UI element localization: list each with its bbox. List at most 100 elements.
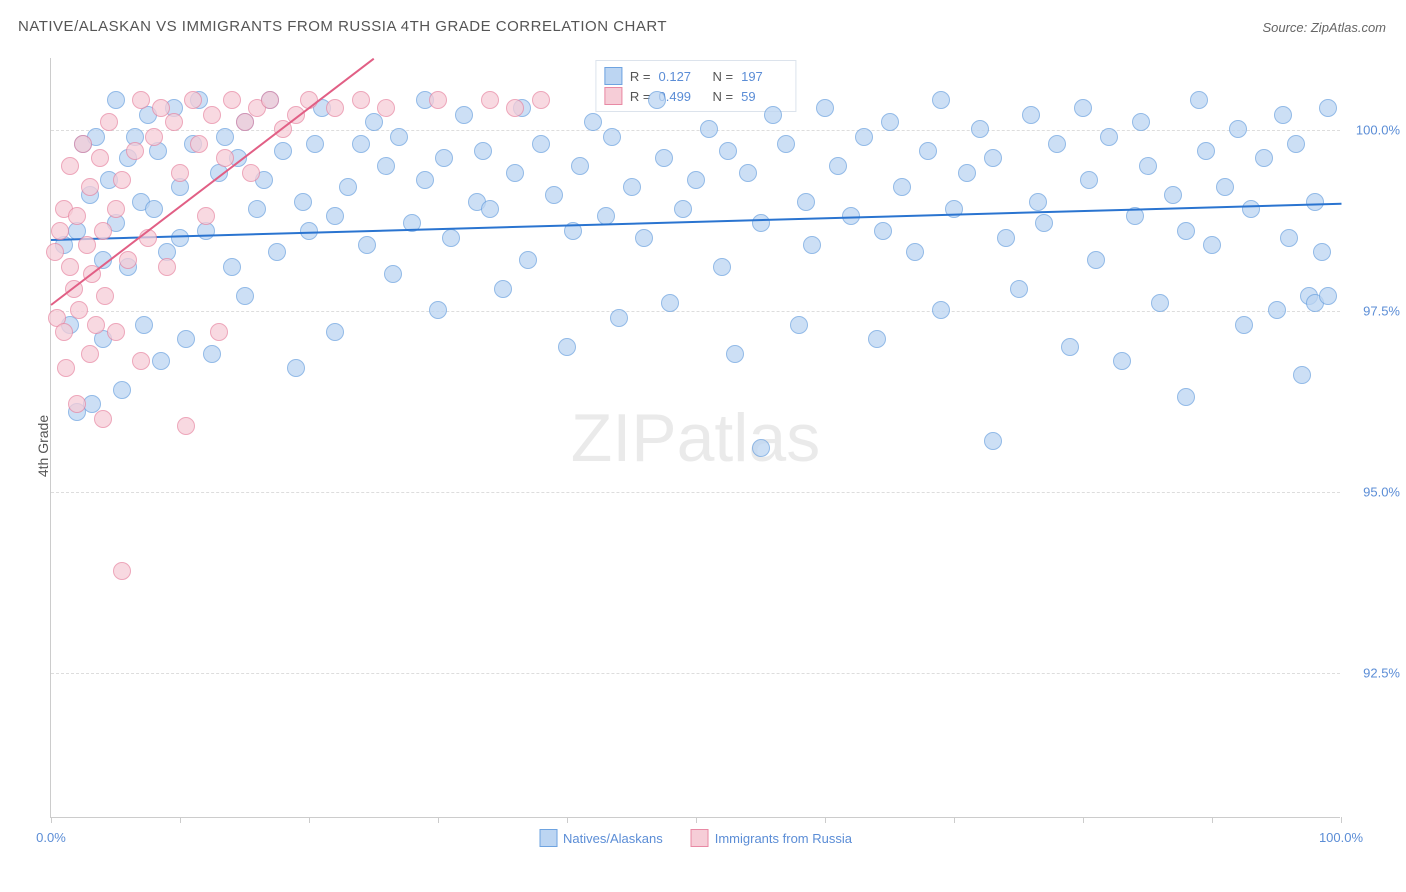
data-point — [74, 135, 92, 153]
data-point — [803, 236, 821, 254]
data-point — [1319, 99, 1337, 117]
data-point — [1074, 99, 1092, 117]
data-point — [932, 91, 950, 109]
data-point — [1255, 149, 1273, 167]
data-point — [81, 178, 99, 196]
x-tick — [1083, 817, 1084, 823]
data-point — [107, 91, 125, 109]
data-point — [1216, 178, 1234, 196]
data-point — [177, 330, 195, 348]
data-point — [481, 200, 499, 218]
data-point — [719, 142, 737, 160]
data-point — [1319, 287, 1337, 305]
data-point — [377, 157, 395, 175]
data-point — [623, 178, 641, 196]
trend-line — [50, 58, 374, 306]
legend-label: Natives/Alaskans — [563, 831, 663, 846]
data-point — [674, 200, 692, 218]
data-point — [1132, 113, 1150, 131]
correlation-legend: R =0.127N =197R =0.499N =59 — [595, 60, 796, 112]
data-point — [416, 171, 434, 189]
legend-swatch — [604, 67, 622, 85]
y-tick-label: 95.0% — [1363, 485, 1400, 500]
data-point — [1048, 135, 1066, 153]
legend-row: R =0.127N =197 — [604, 67, 787, 85]
data-point — [635, 229, 653, 247]
data-point — [287, 359, 305, 377]
data-point — [261, 91, 279, 109]
plot-area: ZIPatlas R =0.127N =197R =0.499N =59 Nat… — [50, 58, 1340, 818]
data-point — [248, 200, 266, 218]
watermark: ZIPatlas — [571, 399, 820, 477]
data-point — [1010, 280, 1028, 298]
x-tick — [954, 817, 955, 823]
data-point — [661, 294, 679, 312]
data-point — [158, 258, 176, 276]
data-point — [764, 106, 782, 124]
data-point — [713, 258, 731, 276]
data-point — [81, 345, 99, 363]
data-point — [700, 120, 718, 138]
x-tick — [438, 817, 439, 823]
data-point — [223, 258, 241, 276]
x-tick — [825, 817, 826, 823]
data-point — [223, 91, 241, 109]
data-point — [442, 229, 460, 247]
data-point — [113, 381, 131, 399]
x-tick — [1212, 817, 1213, 823]
data-point — [94, 222, 112, 240]
data-point — [68, 207, 86, 225]
y-tick-label: 100.0% — [1356, 123, 1400, 138]
data-point — [61, 258, 79, 276]
data-point — [210, 323, 228, 341]
data-point — [1177, 388, 1195, 406]
data-point — [384, 265, 402, 283]
data-point — [1029, 193, 1047, 211]
data-point — [132, 352, 150, 370]
series-legend: Natives/Alaskans Immigrants from Russia — [539, 829, 852, 847]
legend-r-label: R = — [630, 69, 651, 84]
data-point — [91, 149, 109, 167]
data-point — [390, 128, 408, 146]
data-point — [216, 128, 234, 146]
data-point — [119, 251, 137, 269]
gridline — [51, 311, 1340, 312]
data-point — [165, 113, 183, 131]
chart-title: NATIVE/ALASKAN VS IMMIGRANTS FROM RUSSIA… — [18, 18, 667, 35]
data-point — [171, 229, 189, 247]
data-point — [377, 99, 395, 117]
data-point — [1313, 243, 1331, 261]
data-point — [874, 222, 892, 240]
data-point — [1139, 157, 1157, 175]
data-point — [46, 243, 64, 261]
x-tick — [567, 817, 568, 823]
data-point — [68, 395, 86, 413]
data-point — [132, 91, 150, 109]
data-point — [352, 135, 370, 153]
data-point — [558, 338, 576, 356]
source-label: Source: ZipAtlas.com — [1262, 20, 1386, 35]
data-point — [906, 243, 924, 261]
data-point — [326, 323, 344, 341]
y-tick-label: 97.5% — [1363, 304, 1400, 319]
data-point — [726, 345, 744, 363]
x-tick-label-right: 100.0% — [1319, 830, 1363, 845]
data-point — [1235, 316, 1253, 334]
data-point — [1197, 142, 1215, 160]
data-point — [326, 207, 344, 225]
data-point — [57, 359, 75, 377]
data-point — [152, 352, 170, 370]
data-point — [655, 149, 673, 167]
data-point — [1287, 135, 1305, 153]
data-point — [61, 157, 79, 175]
data-point — [242, 164, 260, 182]
x-tick — [1341, 817, 1342, 823]
data-point — [797, 193, 815, 211]
data-point — [777, 135, 795, 153]
data-point — [268, 243, 286, 261]
legend-item: Natives/Alaskans — [539, 829, 663, 847]
data-point — [190, 135, 208, 153]
data-point — [236, 113, 254, 131]
x-tick — [180, 817, 181, 823]
legend-item: Immigrants from Russia — [691, 829, 852, 847]
